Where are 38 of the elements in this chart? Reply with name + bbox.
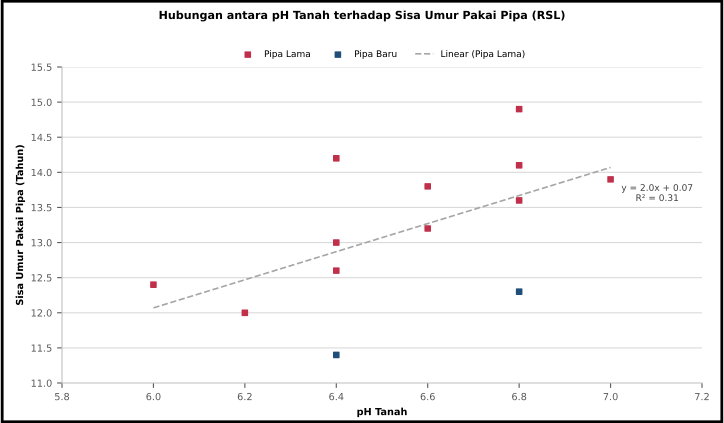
legend-label: Pipa Lama	[264, 50, 310, 59]
point	[332, 267, 340, 274]
x-tick-label: 6.2	[238, 392, 252, 400]
chart-title: Hubungan antara pH Tanah terhadap Sisa Umur Pakai Pipa (RSL)	[160, 10, 564, 22]
point	[607, 176, 614, 183]
y-tick-label: 15.5	[32, 64, 52, 71]
y-tick-label: 12.0	[32, 309, 52, 317]
point	[516, 288, 522, 296]
y-tick-label: 13.0	[32, 239, 52, 246]
y-tick-label: 14.5	[32, 134, 52, 142]
point	[424, 183, 432, 190]
point	[242, 309, 248, 316]
point	[516, 106, 522, 112]
x-tick-label: 6.4	[329, 392, 344, 400]
point	[516, 162, 522, 169]
y-tick-label: 14.0	[32, 168, 52, 176]
x-tick-label: 6.8	[512, 392, 526, 400]
point	[332, 239, 340, 246]
annotation: y = 2.0x + 0.07 R² = 0.31	[622, 184, 692, 202]
y-tick-label: 15.0	[32, 98, 52, 106]
y-tick-label: 11.0	[32, 379, 52, 387]
legend-label: Linear (Pipa Lama)	[441, 50, 524, 59]
y-tick-label: 13.5	[32, 204, 52, 212]
point	[150, 281, 157, 288]
point	[332, 352, 340, 358]
y-axis-title: Sisa Umur Pakai Pipa (Tahun)	[16, 145, 26, 305]
point	[332, 154, 340, 162]
y-tick-label: 11.5	[32, 344, 52, 352]
point	[424, 225, 432, 232]
x-tick-label: 7.0	[604, 392, 618, 400]
point	[516, 197, 522, 204]
y-tick-label: 12.5	[32, 274, 52, 282]
x-tick-label: 6.6	[420, 392, 435, 400]
x-tick-label: 6.0	[146, 392, 161, 400]
x-axis-title: pH Tanah	[357, 408, 407, 418]
legend-label: Pipa Baru	[355, 50, 396, 59]
x-tick-label: 5.8	[55, 392, 70, 400]
x-tick-label: 7.2	[695, 392, 709, 400]
